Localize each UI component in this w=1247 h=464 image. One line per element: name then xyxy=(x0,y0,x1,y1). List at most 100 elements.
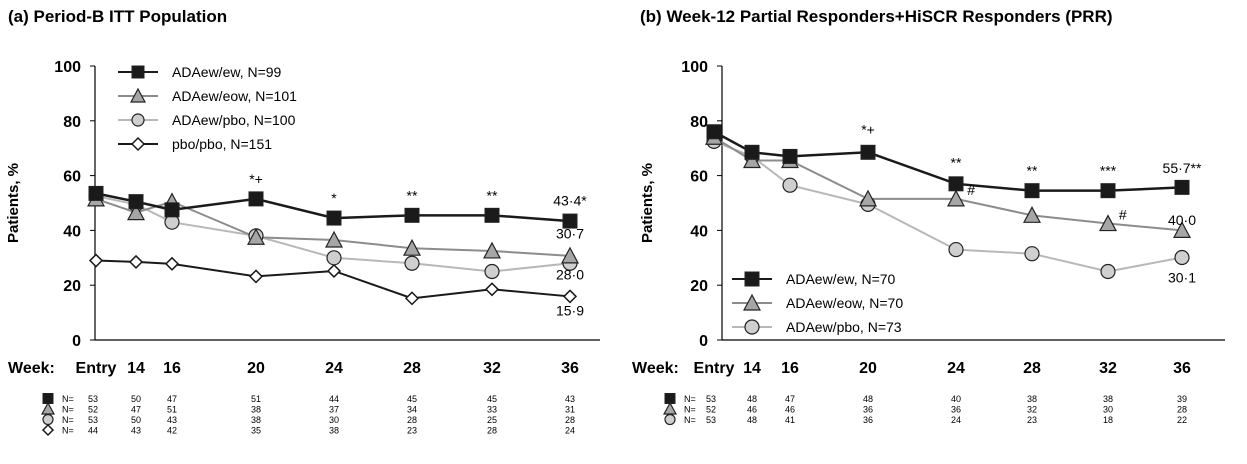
annotation: 30·7 xyxy=(556,226,584,242)
data-point-eow xyxy=(947,189,965,207)
x-tick-label: Entry xyxy=(76,360,117,377)
n-table-value: 33 xyxy=(487,405,497,415)
data-point-pbo xyxy=(1174,249,1190,266)
n-table-value: 41 xyxy=(785,415,795,425)
n-table-value: 38 xyxy=(1027,394,1037,404)
y-tick-label: 100 xyxy=(54,59,81,76)
x-tick-label: 14 xyxy=(127,360,145,377)
legend-label-pbo: ADAew/pbo, N=73 xyxy=(786,319,902,335)
n-table-value: 23 xyxy=(1027,415,1037,425)
y-tick-label: 0 xyxy=(72,333,81,350)
n-table-value: 50 xyxy=(131,394,141,404)
n-table-value: 23 xyxy=(407,426,417,436)
data-point-ew xyxy=(706,124,722,140)
annotation: 15·9 xyxy=(556,302,584,318)
n-table-value: 28 xyxy=(1177,405,1187,415)
data-point-ew xyxy=(860,144,876,160)
data-point-pbopbo xyxy=(248,269,264,284)
n-table-value: 42 xyxy=(167,426,177,436)
data-point-eow xyxy=(1099,214,1117,232)
data-point-eow xyxy=(1023,206,1041,223)
n-table-value: 53 xyxy=(706,415,716,425)
n-table-prefix: N= xyxy=(684,415,696,425)
data-point-pbopbo xyxy=(88,253,104,268)
legend-marker-ew xyxy=(744,271,760,287)
y-tick-label: 0 xyxy=(699,333,708,350)
n-table-value: 44 xyxy=(88,426,98,436)
legend-label-eow: ADAew/eow, N=70 xyxy=(786,295,903,311)
y-tick-label: 40 xyxy=(63,223,81,240)
y-tick-label: 60 xyxy=(63,169,81,186)
annotation: ** xyxy=(487,187,498,203)
n-table-prefix: N= xyxy=(684,405,696,415)
chart-title: (a) Period-B ITT Population xyxy=(8,7,227,26)
n-table-value: 30 xyxy=(329,415,339,425)
annotation: # xyxy=(967,182,975,198)
n-table-value: 24 xyxy=(951,415,961,425)
n-table-value: 52 xyxy=(88,405,98,415)
chart-panel-b: (b) Week-12 Partial Responders+HiSCR Res… xyxy=(632,7,1225,426)
n-table-value: 35 xyxy=(251,426,261,436)
data-point-ew xyxy=(164,202,180,218)
chart-panel-a: (a) Period-B ITT Population Patients, % 0 2… xyxy=(5,7,600,437)
data-point-pbo xyxy=(948,241,964,258)
legend-marker-pbopbo xyxy=(130,136,146,152)
n-table-value: 32 xyxy=(1027,405,1037,415)
n-table-value: 37 xyxy=(329,405,339,415)
data-point-ew xyxy=(404,207,420,223)
data-point-pbopbo xyxy=(562,289,578,304)
data-point-eow xyxy=(403,238,421,256)
data-point-pbo xyxy=(326,250,342,266)
annotation: ** xyxy=(951,154,962,170)
n-table-value: 28 xyxy=(407,415,417,425)
data-point-pbo xyxy=(782,177,798,193)
n-table-value: 36 xyxy=(863,405,873,415)
n-table-prefix: N= xyxy=(62,415,74,425)
data-point-ew xyxy=(1024,183,1040,199)
series-line-eow xyxy=(95,197,571,257)
n-table-marker-eow xyxy=(40,401,56,415)
data-point-pbo xyxy=(1100,263,1116,280)
y-tick-label: 100 xyxy=(681,59,708,76)
x-tick-label: 36 xyxy=(1173,360,1191,377)
x-tick-label: Entry xyxy=(694,360,735,377)
n-table-value: 28 xyxy=(565,415,575,425)
data-point-ew xyxy=(88,185,104,201)
y-tick-label: 80 xyxy=(690,114,708,131)
n-table-value: 34 xyxy=(407,405,417,415)
y-tick-label: 80 xyxy=(63,114,81,131)
x-tick-label: 24 xyxy=(947,360,965,377)
annotation: 55·7** xyxy=(1163,160,1202,176)
n-table-value: 18 xyxy=(1103,415,1113,425)
n-table-value: 45 xyxy=(407,394,417,404)
data-point-pbopbo xyxy=(326,263,342,279)
n-table-value: 45 xyxy=(487,394,497,404)
data-point-eow xyxy=(560,246,580,264)
data-point-ew xyxy=(484,207,500,223)
data-point-ew xyxy=(782,148,798,164)
x-tick-label: 20 xyxy=(247,360,265,377)
data-point-pbopbo xyxy=(404,291,420,306)
n-table-value: 47 xyxy=(167,394,177,404)
data-point-eow xyxy=(743,151,761,169)
n-table-value: 53 xyxy=(88,415,98,425)
x-tick-label: 32 xyxy=(483,360,501,377)
n-table-marker-pbo xyxy=(42,413,54,426)
annotation: *+ xyxy=(249,171,263,187)
n-table-value: 31 xyxy=(565,405,575,415)
data-point-ew xyxy=(744,144,760,160)
annotation: 30·1 xyxy=(1168,269,1196,285)
data-point-pbopbo xyxy=(128,254,144,269)
annotation: * xyxy=(331,190,337,206)
annotation: 40·0 xyxy=(1168,212,1196,228)
data-point-ew xyxy=(248,191,264,207)
data-point-eow xyxy=(247,227,265,245)
n-table-value: 24 xyxy=(565,426,575,436)
n-table-value: 53 xyxy=(88,394,98,404)
n-table-value: 47 xyxy=(131,405,141,415)
x-tick-label: 24 xyxy=(325,360,343,377)
n-table-value: 43 xyxy=(565,394,575,404)
panel-label: (b) xyxy=(640,7,666,26)
data-point-eow xyxy=(325,230,343,248)
data-point-eow xyxy=(483,241,501,259)
